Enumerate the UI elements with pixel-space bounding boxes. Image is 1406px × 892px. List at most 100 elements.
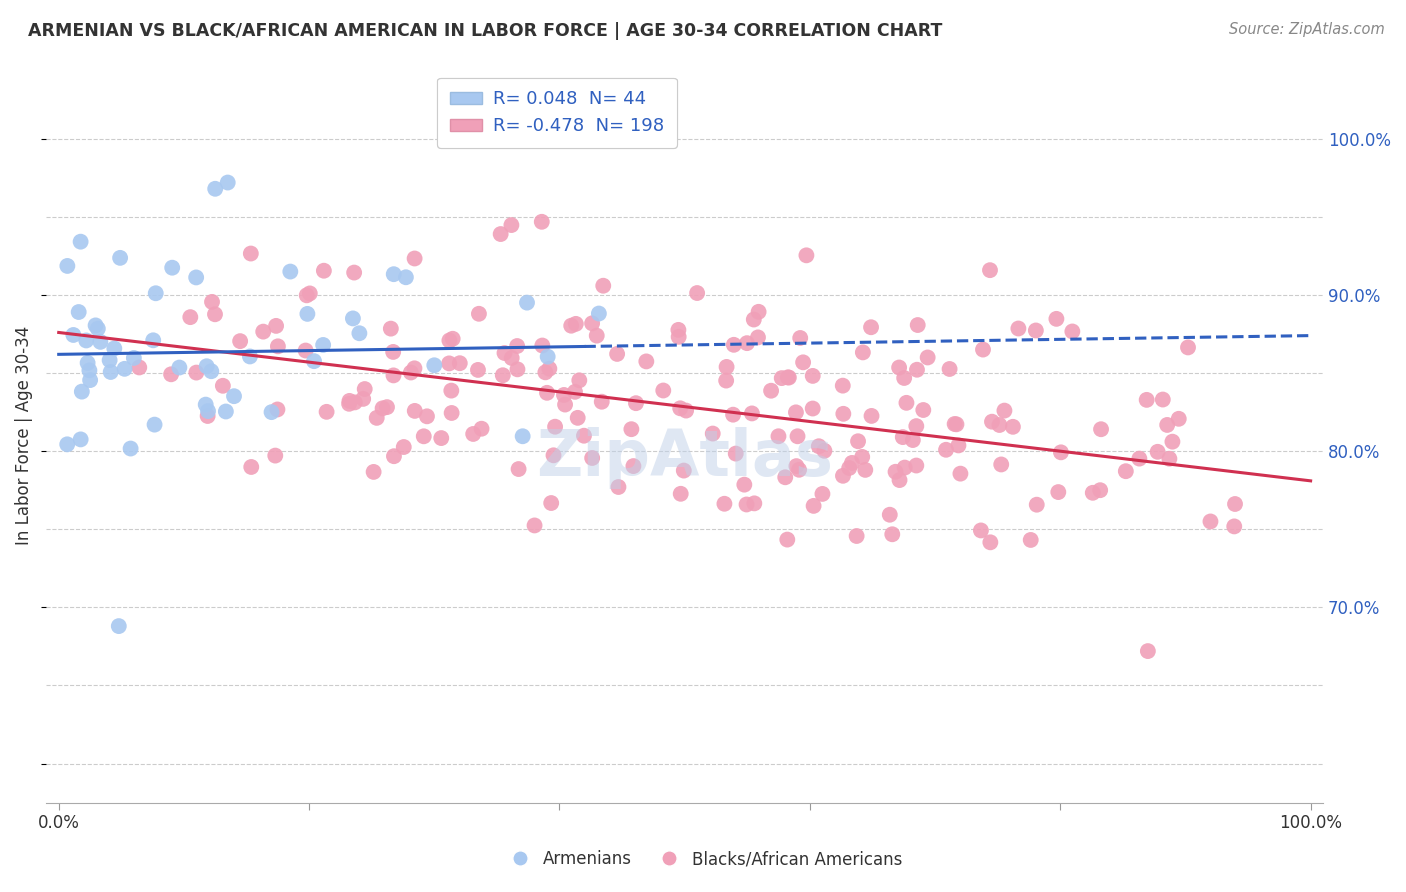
- Point: [1177, 340, 1199, 354]
- Point: [468, 307, 491, 321]
- Point: [735, 498, 758, 512]
- Point: [988, 417, 1011, 432]
- Text: Source: ZipAtlas.com: Source: ZipAtlas.com: [1229, 22, 1385, 37]
- Point: [87, 321, 110, 335]
- Point: [668, 330, 690, 344]
- Point: [544, 419, 567, 434]
- Point: [120, 442, 142, 456]
- Point: [84, 318, 107, 333]
- Point: [1223, 519, 1246, 533]
- Point: [512, 429, 534, 443]
- Point: [489, 227, 512, 241]
- Point: [669, 487, 692, 501]
- Point: [169, 360, 191, 375]
- Point: [295, 288, 318, 302]
- Point: [470, 422, 492, 436]
- Point: [1088, 483, 1111, 498]
- Point: [423, 358, 446, 372]
- Point: [382, 449, 405, 463]
- Point: [516, 295, 538, 310]
- Point: [568, 373, 591, 387]
- Point: [294, 343, 316, 358]
- Point: [744, 496, 766, 510]
- Point: [1081, 485, 1104, 500]
- Point: [846, 434, 869, 449]
- Point: [564, 384, 586, 399]
- Point: [100, 365, 122, 379]
- Point: [229, 334, 252, 348]
- Point: [201, 294, 224, 309]
- Point: [89, 334, 111, 349]
- Point: [748, 305, 770, 319]
- Point: [264, 318, 287, 333]
- Point: [298, 286, 321, 301]
- Point: [492, 368, 515, 383]
- Point: [1136, 392, 1159, 407]
- Point: [588, 306, 610, 320]
- Point: [907, 318, 929, 332]
- Point: [979, 535, 1001, 549]
- Point: [103, 342, 125, 356]
- Point: [142, 334, 165, 348]
- Point: [439, 334, 461, 348]
- Point: [501, 351, 523, 365]
- Point: [56, 437, 79, 451]
- Point: [114, 361, 136, 376]
- Point: [935, 442, 957, 457]
- Point: [585, 328, 607, 343]
- Point: [204, 307, 226, 321]
- Point: [186, 366, 208, 380]
- Point: [382, 345, 405, 359]
- Point: [395, 270, 418, 285]
- Point: [1152, 392, 1174, 407]
- Point: [770, 371, 793, 385]
- Text: ZipAtlas: ZipAtlas: [536, 426, 834, 489]
- Point: [981, 415, 1004, 429]
- Point: [343, 395, 366, 409]
- Point: [252, 325, 274, 339]
- Point: [363, 465, 385, 479]
- Point: [266, 402, 288, 417]
- Point: [501, 218, 523, 232]
- Point: [353, 382, 375, 396]
- Point: [553, 388, 575, 402]
- Y-axis label: In Labor Force | Age 30-34: In Labor Force | Age 30-34: [15, 326, 32, 545]
- Legend: R= 0.048  N= 44, R= -0.478  N= 198: R= 0.048 N= 44, R= -0.478 N= 198: [437, 78, 676, 148]
- Point: [349, 326, 371, 341]
- Point: [215, 404, 238, 418]
- Point: [838, 461, 860, 475]
- Point: [672, 464, 695, 478]
- Point: [1025, 498, 1047, 512]
- Point: [70, 384, 93, 399]
- Point: [437, 356, 460, 370]
- Point: [264, 449, 287, 463]
- Point: [702, 426, 724, 441]
- Point: [1007, 321, 1029, 335]
- Point: [315, 405, 337, 419]
- Point: [1161, 434, 1184, 449]
- Point: [179, 310, 201, 325]
- Point: [773, 470, 796, 484]
- Point: [796, 248, 818, 262]
- Point: [801, 401, 824, 416]
- Point: [724, 447, 747, 461]
- Point: [887, 360, 910, 375]
- Point: [430, 431, 453, 445]
- Point: [108, 251, 131, 265]
- Point: [312, 338, 335, 352]
- Point: [1062, 325, 1084, 339]
- Point: [440, 406, 463, 420]
- Point: [970, 524, 993, 538]
- Point: [896, 396, 918, 410]
- Point: [222, 389, 245, 403]
- Point: [860, 320, 883, 334]
- Point: [905, 419, 928, 434]
- Point: [536, 385, 558, 400]
- Point: [69, 235, 91, 249]
- Point: [841, 456, 863, 470]
- Point: [404, 252, 426, 266]
- Point: [792, 355, 814, 369]
- Point: [567, 410, 589, 425]
- Point: [1167, 412, 1189, 426]
- Point: [382, 368, 405, 383]
